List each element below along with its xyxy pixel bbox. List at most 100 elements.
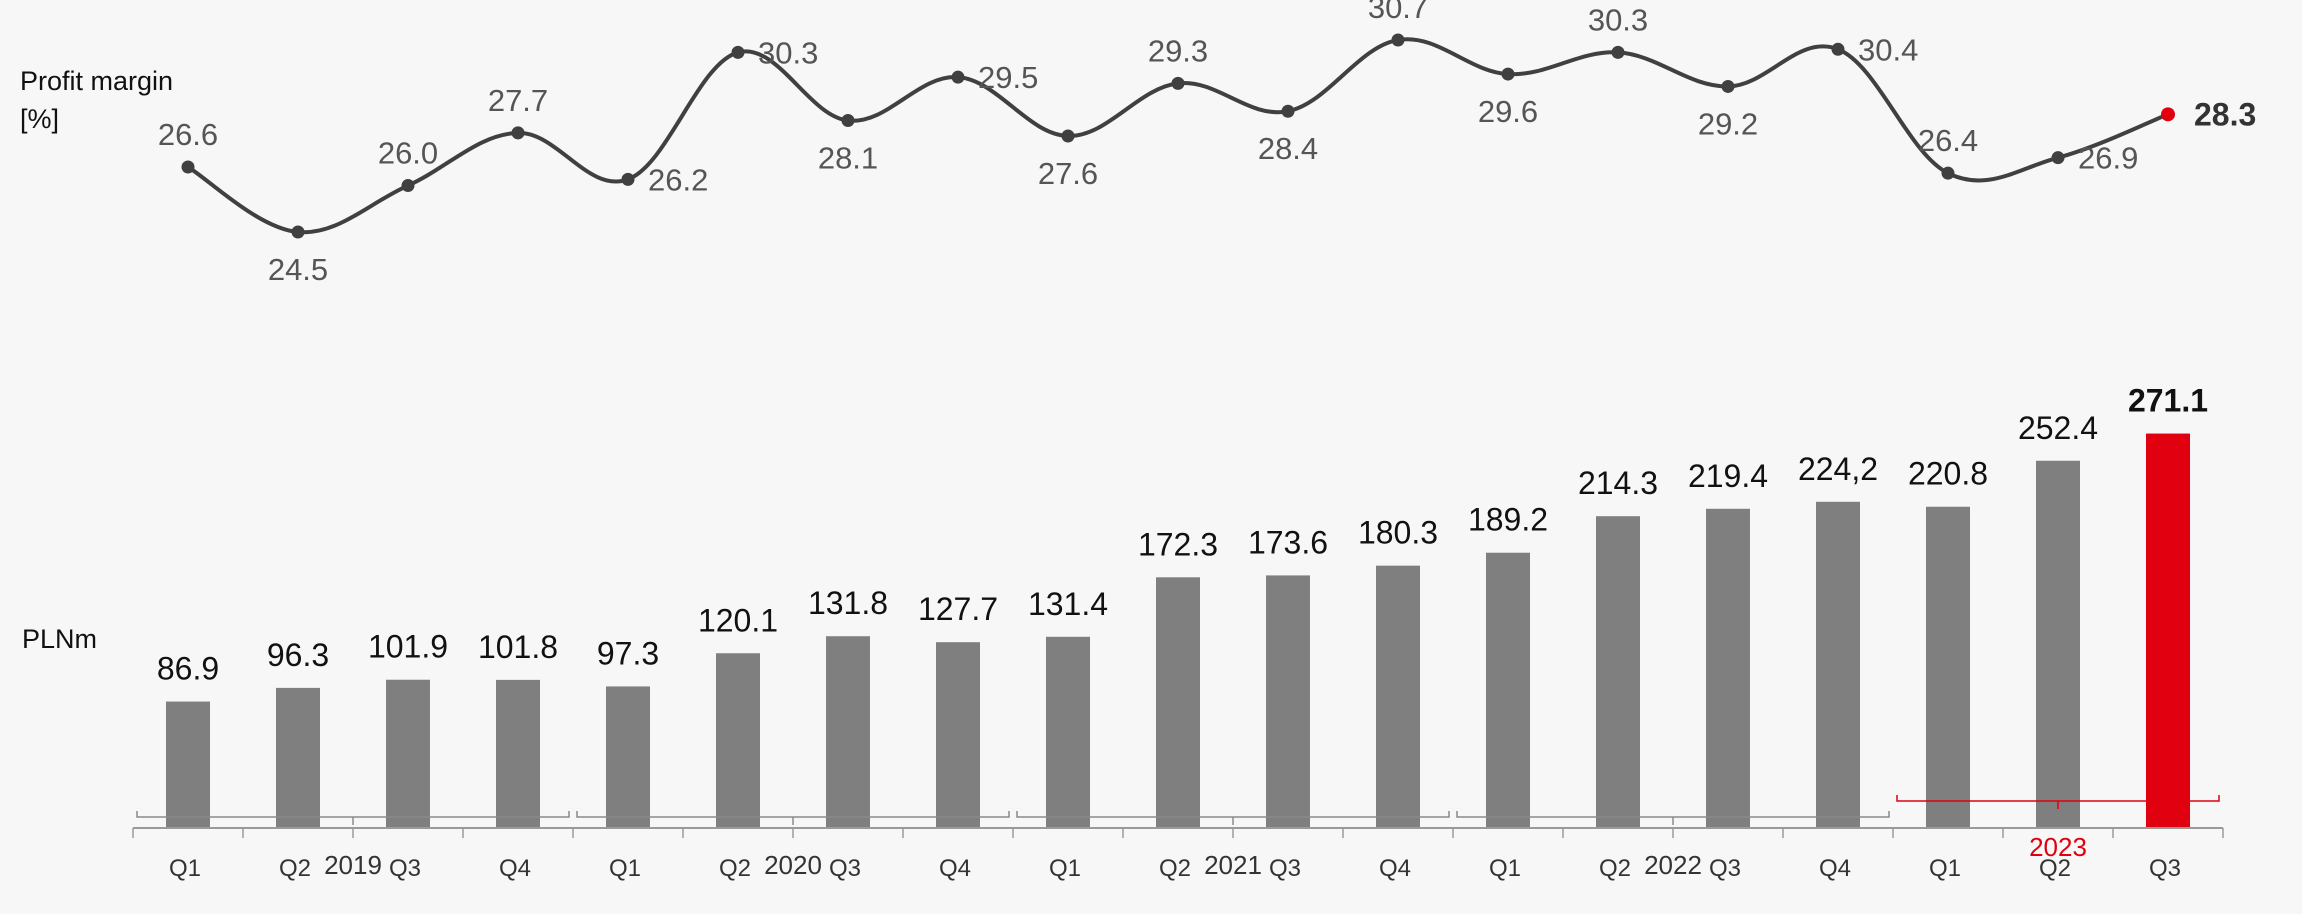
revenue-bar — [936, 642, 980, 828]
profit-margin-point — [621, 172, 635, 186]
revenue-value-label: 131.8 — [808, 585, 888, 621]
year-label: 2019 — [324, 850, 382, 880]
revenue-value-label: 180.3 — [1358, 515, 1438, 551]
profit-margin-value-label: 26.0 — [378, 136, 438, 171]
profit-margin-value-label: 26.9 — [2078, 141, 2138, 176]
quarter-tick-label: Q4 — [939, 855, 971, 882]
quarter-tick-label: Q3 — [1269, 855, 1301, 882]
revenue-bar — [606, 686, 650, 828]
quarter-tick-label: Q3 — [389, 855, 421, 882]
revenue-bar — [166, 701, 210, 828]
quarter-tick-label: Q1 — [1049, 855, 1081, 882]
revenue-bar — [1046, 636, 1090, 828]
margin-label-line1: Profit margin — [20, 66, 174, 96]
profit-margin-point — [511, 126, 525, 140]
profit-margin-value-label: 27.6 — [1038, 156, 1098, 191]
revenue-bar — [1706, 508, 1750, 828]
revenue-bar — [1486, 552, 1530, 828]
quarter-tick-label: Q2 — [279, 855, 311, 882]
profit-margin-value-label: 26.2 — [648, 162, 708, 197]
revenue-value-label: 101.8 — [478, 629, 558, 665]
profit-margin-point — [1281, 104, 1295, 118]
revenue-value-label: 120.1 — [698, 602, 778, 638]
revenue-bar — [1376, 565, 1420, 828]
revenue-value-label: 101.9 — [368, 629, 448, 665]
profit-margin-value-label: 30.4 — [1858, 32, 1918, 67]
quarter-tick-label: Q4 — [1379, 855, 1411, 882]
revenue-value-label: 96.3 — [267, 637, 329, 673]
revenue-value-label: 97.3 — [597, 635, 659, 671]
revenue-bar — [386, 679, 430, 828]
quarter-tick-label: Q1 — [1929, 855, 1961, 882]
quarter-tick-label: Q3 — [829, 855, 861, 882]
profit-margin-point — [1501, 67, 1515, 81]
quarter-tick-label: Q3 — [1709, 855, 1741, 882]
revenue-bar — [826, 636, 870, 828]
revenue-bar — [1596, 516, 1640, 828]
revenue-value-label: 189.2 — [1468, 502, 1548, 538]
quarter-tick-label: Q3 — [2149, 855, 2181, 882]
profit-margin-value-label: 29.5 — [978, 60, 1038, 95]
profit-margin-value-label: 29.6 — [1478, 94, 1538, 129]
revenue-value-label: 172.3 — [1138, 526, 1218, 562]
quarter-tick-label: Q4 — [499, 855, 531, 882]
profit-margin-value-label: 26.6 — [158, 117, 218, 152]
profit-margin-point — [291, 225, 305, 239]
revenue-value-label: 219.4 — [1688, 458, 1768, 494]
revenue-bar — [1816, 501, 1860, 828]
quarter-tick-label: Q4 — [1819, 855, 1851, 882]
revenue-bar — [496, 679, 540, 828]
revenue-bar — [2146, 433, 2190, 828]
profit-margin-value-label: 28.3 — [2194, 96, 2256, 132]
profit-margin-value-label: 30.3 — [758, 35, 818, 70]
profit-margin-point — [401, 179, 415, 193]
profit-margin-value-label: 27.7 — [488, 83, 548, 118]
profit-margin-point — [181, 160, 195, 174]
quarter-tick-label: Q2 — [2039, 855, 2071, 882]
profit-margin-point — [951, 70, 965, 84]
revenue-value-label: 131.4 — [1028, 586, 1108, 622]
revenue-bar — [276, 687, 320, 828]
profit-margin-value-label: 28.4 — [1258, 131, 1318, 166]
revenue-value-label: 224,2 — [1798, 451, 1878, 487]
year-label: 2021 — [1204, 850, 1262, 880]
profit-margin-point — [1611, 45, 1625, 59]
margin-axis-label: Profit margin [%] — [20, 62, 173, 138]
year-label: 2020 — [764, 850, 822, 880]
revenue-bar — [1266, 575, 1310, 828]
revenue-value-label: 220.8 — [1908, 456, 1988, 492]
quarter-tick-label: Q1 — [1489, 855, 1521, 882]
revenue-bar — [1156, 577, 1200, 828]
profit-margin-point — [2161, 107, 2175, 122]
revenue-bar — [2036, 460, 2080, 828]
quarter-tick-label: Q1 — [609, 855, 641, 882]
quarter-tick-label: Q2 — [1599, 855, 1631, 882]
profit-margin-point — [731, 45, 745, 59]
profit-margin-value-label: 30.3 — [1588, 2, 1648, 37]
revenue-value-label: 173.6 — [1248, 524, 1328, 560]
year-label: 2022 — [1644, 850, 1702, 880]
revenue-value-label: 214.3 — [1578, 465, 1658, 501]
profit-margin-value-label: 29.2 — [1698, 106, 1758, 141]
profit-margin-value-label: 26.4 — [1918, 123, 1978, 158]
profit-margin-point — [1831, 42, 1845, 56]
revenue-value-label: 252.4 — [2018, 410, 2098, 446]
profit-margin-point — [1721, 79, 1735, 93]
quarter-tick-label: Q1 — [169, 855, 201, 882]
profit-margin-value-label: 29.3 — [1148, 33, 1208, 68]
profit-margin-point — [1391, 33, 1405, 47]
profit-margin-point — [841, 114, 855, 128]
margin-label-line2: [%] — [20, 104, 60, 134]
revenue-value-label: 271.1 — [2128, 383, 2208, 419]
quarter-tick-label: Q2 — [719, 855, 751, 882]
profit-margin-point — [1171, 76, 1185, 90]
revenue-value-label: 86.9 — [157, 651, 219, 687]
profit-margin-value-label: 24.5 — [268, 252, 328, 287]
profit-margin-point — [2051, 151, 2065, 165]
revenue-bar — [716, 653, 760, 828]
quarter-tick-label: Q2 — [1159, 855, 1191, 882]
profit-margin-value-label: 30.7 — [1368, 0, 1428, 25]
profit-margin-value-label: 28.1 — [818, 141, 878, 176]
revenue-value-label: 127.7 — [918, 591, 998, 627]
